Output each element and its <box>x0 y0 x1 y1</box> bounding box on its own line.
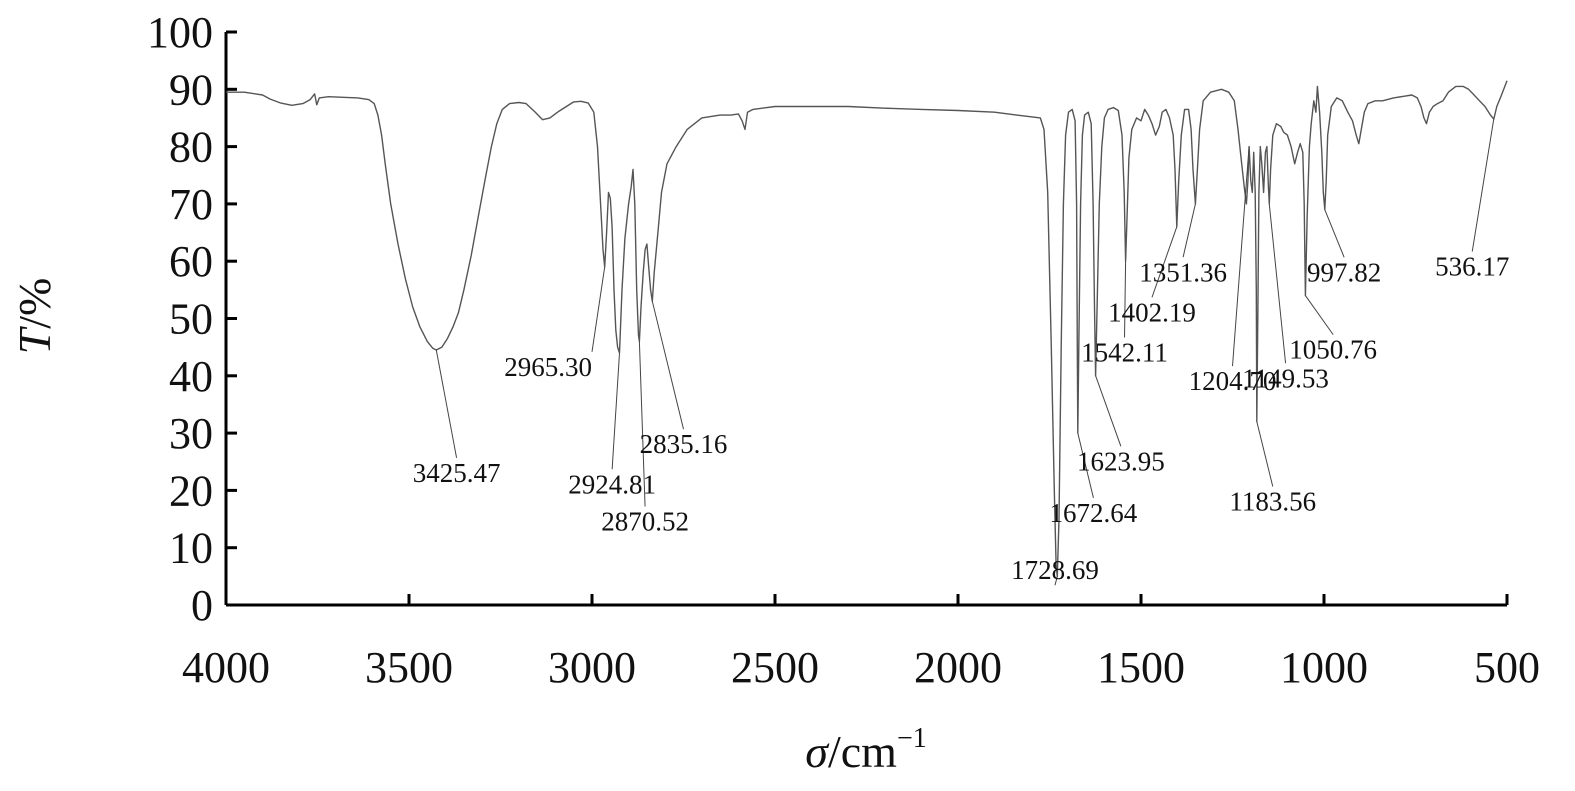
peak-label: 1623.95 <box>1077 446 1165 476</box>
peak-leader-line <box>1256 421 1274 487</box>
peak-leader-line <box>1324 209 1345 258</box>
x-axis-symbol: σ <box>805 726 830 777</box>
x-tick-label: 3000 <box>548 643 636 692</box>
peak-leader-line <box>638 341 646 507</box>
peak-label: 2870.52 <box>601 507 689 537</box>
peak-leader-line <box>1305 295 1334 335</box>
peak-leader-line <box>1077 432 1094 499</box>
x-tick-label: 1500 <box>1097 643 1185 692</box>
peak-leader-line <box>1182 203 1196 258</box>
peak-label: 1402.19 <box>1108 297 1196 327</box>
y-tick-label: 40 <box>169 352 213 401</box>
series-group <box>226 80 1508 578</box>
peak-leader-line <box>1471 119 1495 252</box>
peak-label: 1050.76 <box>1289 335 1377 365</box>
y-axis-symbol: T <box>9 325 60 354</box>
peak-label: 1204.70 <box>1189 366 1277 396</box>
x-tick-label: 3500 <box>365 643 453 692</box>
y-axis-unit: /% <box>9 278 60 329</box>
peak-label: 1542.11 <box>1081 337 1168 367</box>
x-tick-label: 500 <box>1474 643 1540 692</box>
peak-label: 2965.30 <box>504 352 592 382</box>
x-tick-label: 1000 <box>1280 643 1368 692</box>
y-tick-label: 0 <box>191 581 213 630</box>
y-tick-label: 30 <box>169 409 213 458</box>
peak-leader-line <box>1232 146 1250 367</box>
x-axis-unit: /cm <box>828 726 897 777</box>
peak-leader-line <box>591 266 606 352</box>
axis-titles-group: T/% σ/cm−1 <box>9 278 927 777</box>
x-tick-label: 2000 <box>914 643 1002 692</box>
peak-label: 997.82 <box>1307 257 1381 287</box>
peak-label: 536.17 <box>1435 252 1509 282</box>
peak-label: 3425.47 <box>413 458 501 488</box>
peak-label: 1728.69 <box>1011 555 1099 585</box>
x-axis-exponent: −1 <box>897 723 927 754</box>
peak-leader-line <box>651 301 684 430</box>
x-axis-title: σ/cm−1 <box>805 723 926 777</box>
peak-leader-line <box>1268 203 1287 364</box>
peak-leader-line <box>1151 226 1178 298</box>
y-tick-label: 100 <box>147 8 213 57</box>
x-tick-label: 2500 <box>731 643 819 692</box>
axes-group: 0 10 20 30 40 50 60 70 80 90 100 4000 3500 3000 2500 20… <box>147 8 1540 692</box>
peak-leader-line <box>1095 375 1122 447</box>
y-tick-label: 90 <box>169 65 213 114</box>
y-tick-label: 60 <box>169 237 213 286</box>
annotations-group: 3425.47 2965.30 2924.81 2870.52 2835.16 1728.… <box>413 119 1509 586</box>
peak-leader-line <box>1124 261 1127 338</box>
y-tick-label: 80 <box>169 123 213 172</box>
x-tick-label: 4000 <box>182 643 270 692</box>
y-axis-title: T/% <box>9 278 60 355</box>
peak-leader-line <box>611 352 621 470</box>
y-tick-label: 50 <box>169 295 213 344</box>
y-tick-label: 20 <box>169 466 213 515</box>
y-tick-label: 10 <box>169 524 213 573</box>
peak-leader-line <box>435 349 458 458</box>
spectrum-line <box>226 80 1508 578</box>
y-tick-label: 70 <box>169 180 213 229</box>
peak-label: 1183.56 <box>1229 486 1316 516</box>
peak-label: 2924.81 <box>568 469 656 499</box>
peak-label: 1149.53 <box>1242 363 1329 393</box>
peak-label: 2835.16 <box>640 429 728 459</box>
peak-label: 1351.36 <box>1139 257 1227 287</box>
peak-label: 1672.64 <box>1050 498 1138 528</box>
peak-leader-line <box>1054 576 1058 586</box>
